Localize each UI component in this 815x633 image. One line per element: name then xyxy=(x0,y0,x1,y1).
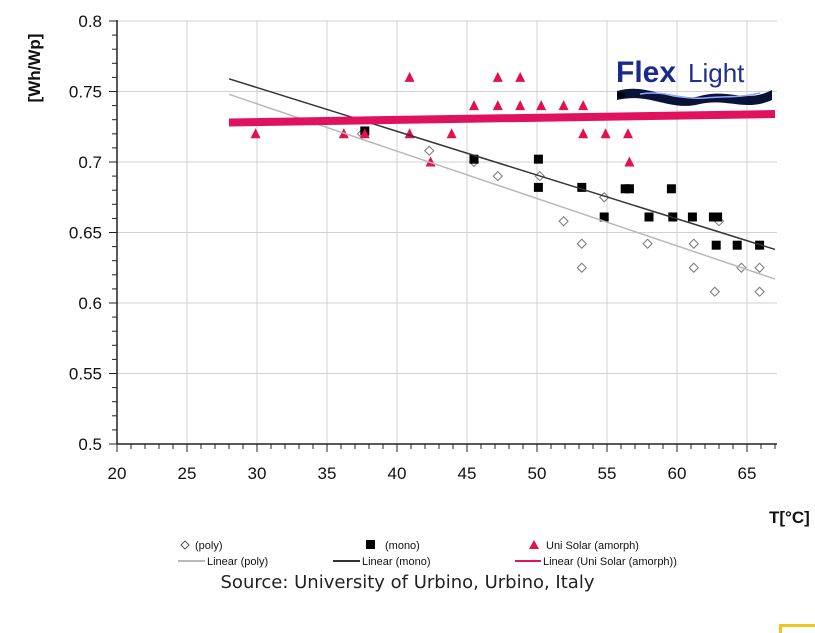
x-tick-label: 65 xyxy=(738,464,757,483)
point-poly xyxy=(423,145,435,156)
data-points xyxy=(250,71,765,297)
y-tick-label: 0.8 xyxy=(78,12,102,31)
x-tick-label: 45 xyxy=(458,464,477,483)
x-tick-labels: 20 25 30 35 40 45 50 55 60 65 xyxy=(108,464,757,483)
x-tick-label: 30 xyxy=(248,464,267,483)
x-tick-label: 20 xyxy=(108,464,127,483)
trendlines xyxy=(228,78,776,280)
x-tick-label: 55 xyxy=(598,464,617,483)
point-unisolar xyxy=(600,128,611,139)
logo-text-light: Light xyxy=(688,58,745,88)
point-mono xyxy=(533,154,543,164)
point-unisolar xyxy=(515,100,526,111)
y-tick-label: 0.75 xyxy=(69,83,102,102)
legend-label-unisolar: Uni Solar (amorph) xyxy=(546,540,639,552)
source-caption: Source: University of Urbino, Urbino, It… xyxy=(220,572,595,593)
x-tick-label: 35 xyxy=(318,464,337,483)
minor-ticks xyxy=(109,20,776,452)
point-poly xyxy=(576,238,588,249)
y-tick-label: 0.6 xyxy=(78,294,102,313)
y-tick-labels: 0.5 0.55 0.6 0.65 0.7 0.75 0.8 xyxy=(69,12,102,454)
point-unisolar xyxy=(623,128,633,139)
point-unisolar xyxy=(558,100,569,111)
legend-label-linear-mono: Linear (mono) xyxy=(362,556,430,568)
point-poly xyxy=(492,170,504,182)
point-mono xyxy=(711,240,721,250)
point-poly xyxy=(754,262,765,273)
point-mono xyxy=(644,212,654,222)
y-tick-label: 0.5 xyxy=(78,435,102,454)
trendline xyxy=(228,110,776,127)
point-mono xyxy=(732,240,742,250)
point-poly xyxy=(709,286,721,297)
x-tick-label: 50 xyxy=(528,464,547,483)
legend-label-mono: (mono) xyxy=(385,540,420,552)
point-mono xyxy=(599,212,609,222)
logo-swoosh-highlight-icon xyxy=(639,92,761,100)
x-tick-label: 40 xyxy=(388,464,407,483)
point-mono xyxy=(624,184,634,194)
y-tick-label: 0.7 xyxy=(78,153,102,172)
point-poly xyxy=(754,286,765,297)
axes xyxy=(116,20,777,445)
point-unisolar xyxy=(624,156,635,167)
point-poly xyxy=(688,238,700,249)
legend: (poly) (mono) Uni Solar (amorph) Linear … xyxy=(178,540,677,568)
point-unisolar xyxy=(404,71,415,82)
point-mono xyxy=(666,184,676,194)
point-unisolar xyxy=(492,71,503,82)
point-unisolar xyxy=(578,128,589,139)
trendline xyxy=(228,78,776,251)
grid-lines xyxy=(117,20,777,444)
point-mono xyxy=(469,154,479,164)
x-tick-label: 25 xyxy=(178,464,197,483)
point-unisolar xyxy=(359,128,370,139)
legend-marker-unisolar xyxy=(529,540,539,549)
flexlight-logo: Flex Light xyxy=(616,56,772,106)
x-tick-label: 60 xyxy=(668,464,687,483)
corner-mark xyxy=(779,624,815,633)
point-unisolar xyxy=(536,100,547,111)
legend-marker-mono xyxy=(366,540,375,549)
legend-label-poly: (poly) xyxy=(195,540,223,552)
y-axis-label: [Wh/Wp] xyxy=(25,34,44,103)
point-poly xyxy=(642,238,653,249)
point-unisolar xyxy=(578,100,589,111)
legend-label-linear-unisolar: Linear (Uni Solar (amorph)) xyxy=(543,556,677,568)
point-unisolar xyxy=(469,100,479,111)
point-unisolar xyxy=(515,71,526,82)
logo-bulb-icon xyxy=(617,92,625,98)
point-mono xyxy=(713,212,723,222)
legend-marker-poly xyxy=(180,540,190,550)
point-mono xyxy=(577,182,587,192)
legend-label-linear-poly: Linear (poly) xyxy=(207,556,268,568)
point-poly xyxy=(558,216,569,227)
point-poly xyxy=(576,262,588,273)
point-mono xyxy=(533,182,543,192)
y-tick-label: 0.55 xyxy=(69,365,102,384)
point-unisolar xyxy=(492,100,503,111)
point-mono xyxy=(687,212,697,222)
point-unisolar xyxy=(250,128,261,139)
point-poly xyxy=(688,262,700,273)
logo-text-bold: Flex xyxy=(616,56,676,89)
point-unisolar xyxy=(446,128,457,139)
y-tick-label: 0.65 xyxy=(69,224,102,243)
x-axis-label: T[°C] xyxy=(769,508,810,527)
